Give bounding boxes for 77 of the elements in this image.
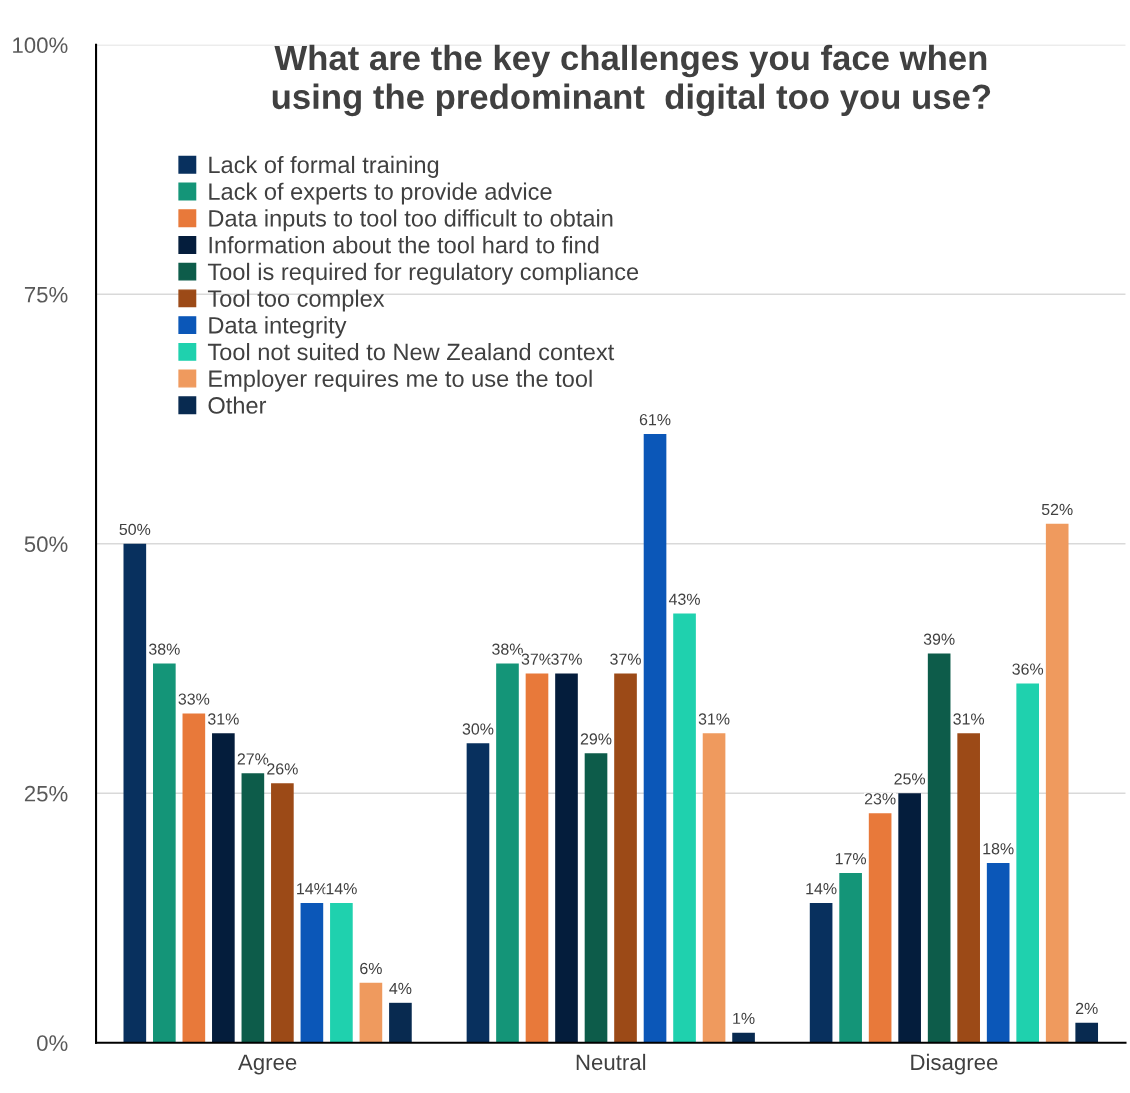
data-label: 1% <box>733 1012 755 1024</box>
bar <box>555 673 578 1043</box>
x-tick-label: Neutral <box>576 1053 646 1071</box>
legend-label: Lack of experts to provide advice <box>209 182 552 205</box>
data-label: 4% <box>389 982 412 995</box>
data-label: 27% <box>237 753 269 765</box>
data-label: 29% <box>580 733 612 745</box>
data-label: 61% <box>639 413 671 426</box>
bar <box>330 903 353 1043</box>
bar <box>153 663 176 1043</box>
bar <box>271 783 294 1043</box>
data-label: 52% <box>1041 503 1073 516</box>
data-label: 31% <box>698 713 730 725</box>
legend-label: Information about the tool hard to find <box>209 236 599 254</box>
data-label: 30% <box>462 723 494 735</box>
bar <box>212 733 235 1043</box>
bar <box>389 1002 412 1043</box>
bar <box>868 813 892 1043</box>
data-label: 37% <box>610 653 641 665</box>
bar <box>986 863 1010 1043</box>
bar <box>123 543 147 1043</box>
bar <box>927 653 951 1043</box>
data-label: 14% <box>806 883 837 895</box>
bar <box>182 713 206 1043</box>
legend-label: Tool not suited to New Zealand context <box>207 343 615 361</box>
bar <box>957 733 980 1043</box>
data-label: 6% <box>360 962 382 975</box>
legend-label: Other <box>208 396 267 414</box>
y-tick-label: 100% <box>13 37 68 54</box>
data-label: 2% <box>1075 1002 1098 1014</box>
x-tick-label: Disagree <box>911 1053 998 1075</box>
bar <box>839 873 862 1043</box>
legend-label: Employer requires me to use the tool <box>209 369 592 392</box>
bar <box>898 793 921 1043</box>
bar <box>702 733 726 1043</box>
bar <box>732 1032 755 1043</box>
data-label: 39% <box>923 633 955 645</box>
y-tick-label: 25% <box>24 785 68 802</box>
data-label: 38% <box>148 643 180 655</box>
bar <box>525 673 549 1043</box>
data-label: 25% <box>894 773 926 785</box>
bar <box>643 434 667 1043</box>
data-label: 26% <box>267 763 298 775</box>
y-tick-label: 75% <box>24 286 68 303</box>
data-label: 33% <box>178 693 210 705</box>
bar <box>673 613 696 1043</box>
legend-label: Data inputs to tool too difficult to obtain <box>209 209 613 232</box>
data-label: 38% <box>492 643 523 655</box>
bar <box>614 673 637 1043</box>
y-tick-label: 50% <box>24 536 68 553</box>
bar <box>496 663 519 1043</box>
bar <box>1016 683 1040 1043</box>
data-label: 17% <box>835 853 867 865</box>
data-label: 50% <box>119 523 151 536</box>
legend-label: Lack of formal training <box>209 155 439 178</box>
data-label: 36% <box>1012 663 1044 675</box>
data-label: 31% <box>207 713 239 725</box>
bar <box>466 743 490 1043</box>
data-label: 14% <box>326 883 357 895</box>
bar <box>241 773 265 1043</box>
bar <box>1045 523 1069 1043</box>
data-label: 37% <box>551 653 582 665</box>
data-label: 18% <box>983 843 1014 855</box>
bar <box>584 753 608 1043</box>
y-tick-label: 0% <box>37 1035 68 1051</box>
text: What are the key challenges you face when using the predominant digital too you use? <box>272 44 991 117</box>
bar <box>300 903 324 1043</box>
bar <box>809 903 833 1043</box>
bar <box>359 982 383 1043</box>
legend-label: Tool too complex <box>207 289 385 312</box>
data-label: 23% <box>864 793 896 805</box>
bar <box>1075 1022 1099 1043</box>
x-tick-label: Agree <box>238 1054 297 1075</box>
legend-label: Tool is required for regulatory compliance <box>207 262 639 285</box>
legend-label: Data integrity <box>209 316 347 339</box>
data-label: 43% <box>668 593 700 605</box>
data-label: 31% <box>953 713 985 725</box>
